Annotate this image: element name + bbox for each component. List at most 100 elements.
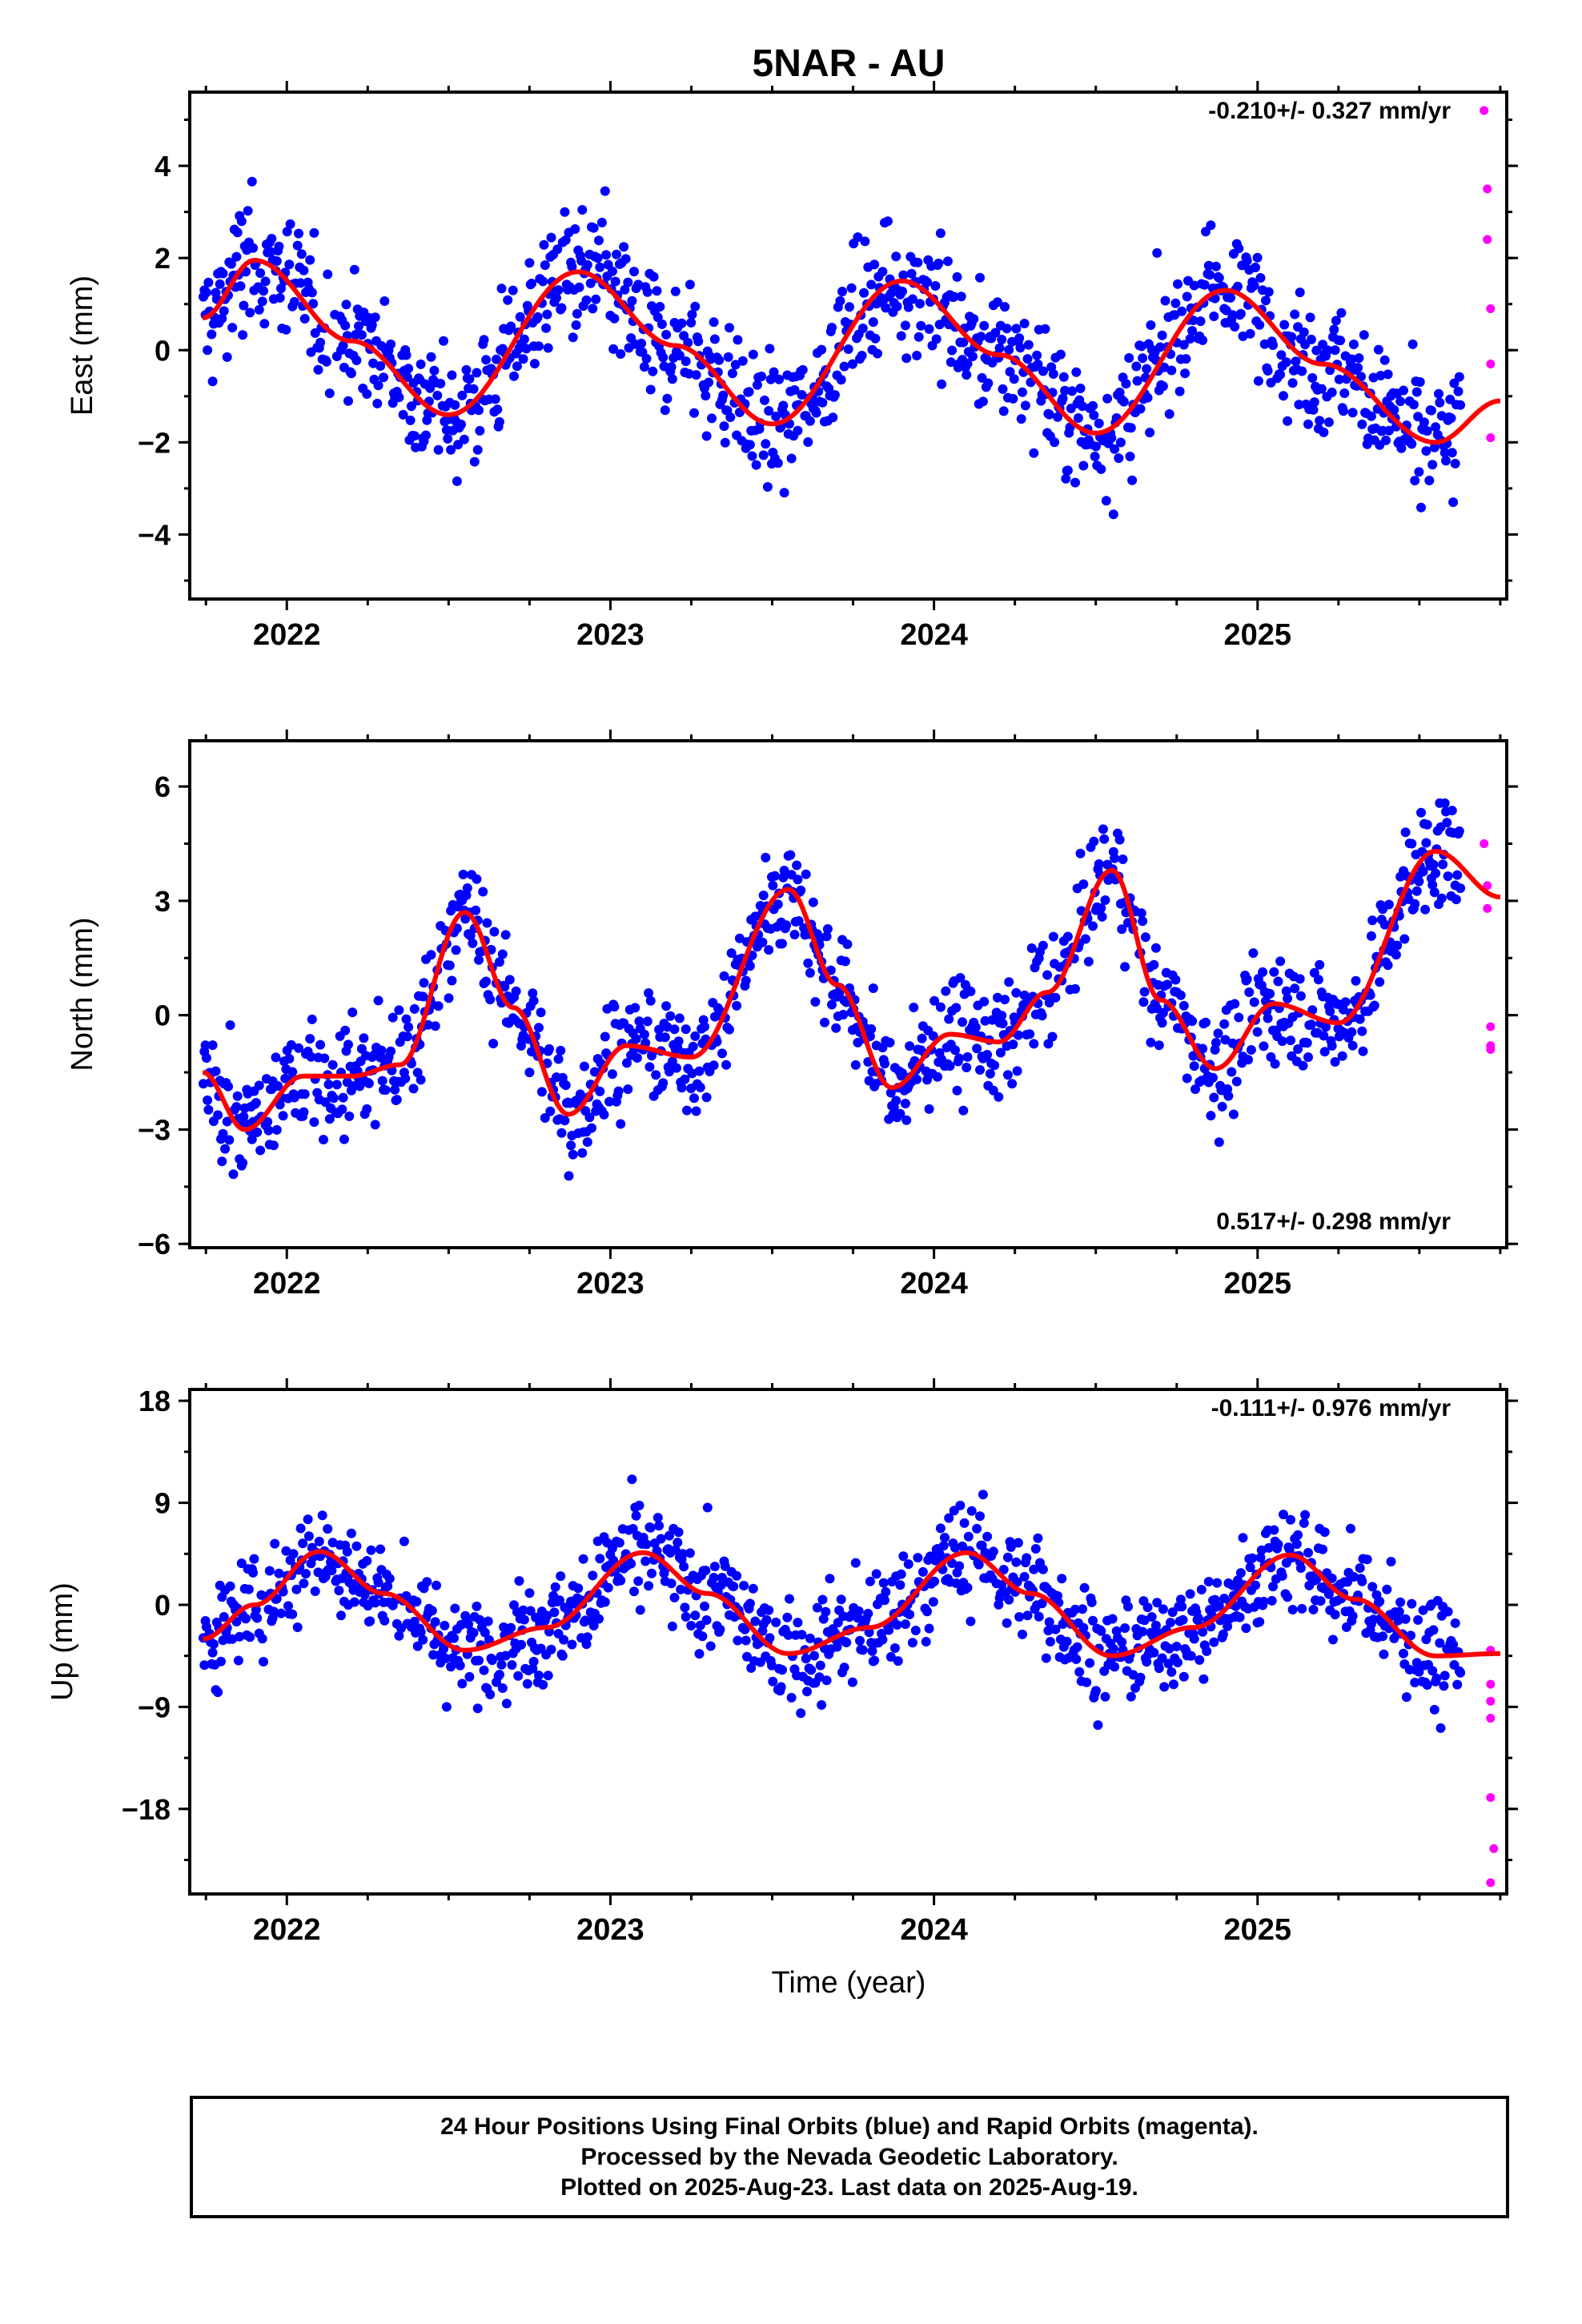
final-orbit-point [982, 1050, 993, 1059]
final-orbit-point [768, 1676, 778, 1687]
final-orbit-point [1211, 261, 1221, 271]
final-orbit-point [1139, 987, 1150, 997]
final-orbit-point [962, 370, 972, 380]
final-orbit-point [303, 1531, 314, 1542]
final-orbit-point [475, 1614, 485, 1625]
final-orbit-point [944, 1513, 954, 1523]
chart-title: 5NAR - AU [753, 42, 946, 85]
final-orbit-point [667, 1621, 677, 1631]
final-orbit-point [947, 345, 958, 356]
final-orbit-point [940, 1533, 950, 1542]
final-orbit-point [534, 1023, 544, 1033]
final-orbit-point [443, 433, 453, 444]
final-orbit-point [1309, 397, 1319, 408]
final-orbit-point [1175, 990, 1186, 1000]
final-orbit-point [769, 870, 780, 881]
final-orbit-point [538, 276, 548, 287]
final-orbit-point [367, 320, 377, 330]
final-orbit-point [283, 1601, 293, 1611]
final-orbit-point [1395, 1597, 1406, 1607]
final-orbit-point [1013, 1538, 1023, 1548]
final-orbit-point [536, 1007, 546, 1018]
final-orbit-point [1044, 409, 1054, 420]
final-orbit-point [636, 338, 647, 348]
final-orbit-point [1011, 324, 1022, 334]
final-orbit-point [359, 1033, 369, 1043]
final-orbit-point [837, 287, 847, 296]
plot-frame [188, 1388, 1508, 1896]
final-orbit-point [1209, 1637, 1219, 1647]
final-orbit-point [1447, 806, 1457, 816]
final-orbit-point [426, 352, 436, 362]
final-orbit-point [796, 885, 806, 895]
final-orbit-point [690, 1031, 701, 1041]
final-orbit-point [584, 1112, 595, 1123]
final-orbit-point [634, 1016, 644, 1027]
final-orbit-point [298, 1538, 308, 1549]
final-orbit-point [1164, 409, 1174, 419]
final-orbit-point [254, 304, 264, 315]
final-orbit-point [294, 228, 303, 239]
final-orbit-point [684, 368, 694, 379]
final-orbit-point [1062, 931, 1073, 942]
final-orbit-point [958, 337, 969, 348]
final-orbit-point [727, 368, 737, 379]
final-orbit-point [1328, 1634, 1338, 1645]
final-orbit-point [373, 1578, 383, 1588]
final-orbit-point [1306, 334, 1316, 344]
final-orbit-point [701, 1615, 712, 1625]
final-orbit-point [913, 257, 923, 267]
final-orbit-point [356, 330, 367, 340]
final-orbit-point [962, 1063, 972, 1072]
final-orbit-point [589, 1067, 600, 1077]
final-orbit-point [1209, 312, 1219, 321]
final-orbit-point [427, 1606, 437, 1616]
final-orbit-point [541, 323, 552, 333]
final-orbit-point [1174, 386, 1185, 396]
final-orbit-point [620, 254, 631, 264]
final-orbit-point [207, 329, 217, 340]
rapid-orbit-point [1486, 1696, 1496, 1706]
final-orbit-point [805, 1633, 815, 1643]
final-orbit-point [1273, 976, 1283, 987]
final-orbit-point [656, 1534, 666, 1544]
final-orbit-point [557, 1651, 568, 1661]
final-orbit-point [1045, 1637, 1055, 1647]
final-orbit-point [1253, 376, 1263, 386]
final-orbit-point [660, 405, 670, 416]
final-orbit-point [1366, 931, 1376, 941]
y-tick-label: 6 [155, 770, 171, 803]
final-orbit-point [278, 1111, 288, 1121]
final-orbit-point [1014, 333, 1025, 344]
final-orbit-point [268, 1606, 279, 1617]
final-orbit-point [1101, 496, 1111, 506]
final-orbit-point [1287, 378, 1298, 388]
final-orbit-point [616, 1119, 626, 1129]
final-orbit-point [1391, 950, 1401, 960]
final-orbit-point [1303, 1547, 1313, 1558]
final-orbit-point [1117, 1637, 1127, 1647]
final-orbit-point [979, 996, 990, 1007]
final-orbit-point [764, 406, 774, 416]
final-orbit-point [912, 1074, 922, 1084]
final-orbit-point [323, 1524, 333, 1534]
final-orbit-point [1287, 332, 1297, 342]
rapid-orbit-point [1486, 1793, 1496, 1803]
final-orbit-point [909, 1003, 919, 1012]
final-orbit-point [903, 302, 913, 312]
final-orbit-point [1347, 1040, 1358, 1051]
final-orbit-point [546, 1644, 556, 1655]
final-orbit-point [308, 299, 319, 309]
final-orbit-point [1074, 1667, 1085, 1677]
final-orbit-point [1170, 298, 1181, 308]
final-orbit-point [1302, 1038, 1312, 1048]
final-orbit-point [805, 967, 815, 978]
final-orbit-point [1127, 475, 1138, 485]
final-orbit-point [938, 1541, 949, 1551]
final-orbit-point [394, 1630, 404, 1641]
final-orbit-point [459, 434, 469, 444]
final-orbit-point [540, 1113, 550, 1123]
final-orbit-point [1325, 1006, 1335, 1016]
final-orbit-point [721, 1059, 732, 1070]
final-orbit-point [247, 176, 257, 187]
